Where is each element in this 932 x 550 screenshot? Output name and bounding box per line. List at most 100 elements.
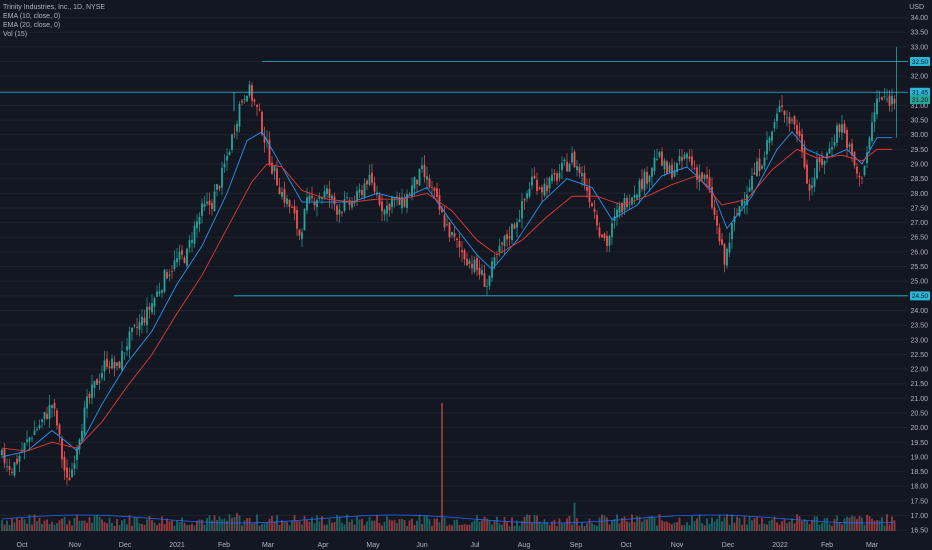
volume-bar bbox=[708, 523, 711, 531]
candle-body bbox=[513, 224, 516, 229]
candle-body bbox=[146, 306, 148, 326]
candle-body bbox=[621, 202, 623, 213]
volume-bar bbox=[676, 521, 678, 531]
volume-bar bbox=[433, 518, 436, 531]
volume-bar bbox=[483, 516, 486, 531]
volume-bar bbox=[271, 516, 273, 531]
volume-bar bbox=[251, 523, 253, 531]
candle-body bbox=[501, 242, 503, 245]
candle-body bbox=[68, 477, 71, 481]
candle-body bbox=[241, 100, 243, 103]
candle-body bbox=[881, 96, 883, 100]
candle-body bbox=[863, 166, 866, 176]
candle-body bbox=[778, 106, 781, 113]
candle-body bbox=[551, 174, 553, 182]
candle-body bbox=[656, 159, 658, 160]
candle-body bbox=[726, 248, 728, 266]
legend-volume[interactable]: Vol (15) bbox=[3, 31, 28, 38]
price-tick-label: 29.50 bbox=[910, 147, 928, 154]
candle-body bbox=[56, 410, 58, 426]
volume-bar bbox=[431, 525, 433, 531]
candle-body bbox=[831, 147, 833, 150]
candle-body bbox=[436, 188, 438, 197]
volume-bar bbox=[671, 524, 673, 531]
candle-body bbox=[721, 239, 723, 245]
volume-bar bbox=[218, 516, 221, 531]
candle-body bbox=[261, 111, 263, 135]
candle-body bbox=[458, 241, 461, 248]
volume-bar bbox=[63, 516, 66, 531]
candle-body bbox=[858, 175, 861, 178]
chart-title[interactable]: Trinity Industries, Inc., 1D, NYSE bbox=[3, 4, 106, 11]
candle-body bbox=[178, 251, 181, 260]
candle-body bbox=[271, 162, 273, 174]
volume-bar bbox=[208, 515, 211, 531]
candle-body bbox=[23, 443, 26, 451]
candle-body bbox=[661, 151, 663, 166]
volume-bar bbox=[751, 520, 753, 531]
candle-body bbox=[758, 158, 761, 171]
volume-bar bbox=[61, 518, 63, 531]
legend-ema20[interactable]: EMA (20, close, 0) bbox=[3, 22, 61, 29]
volume-bar bbox=[246, 518, 248, 531]
candle-body bbox=[573, 151, 576, 168]
volume-bar bbox=[653, 517, 656, 531]
candle-body bbox=[636, 194, 638, 199]
volume-bar bbox=[636, 516, 638, 531]
candle-body bbox=[41, 419, 43, 422]
candle-body bbox=[798, 130, 801, 137]
candle-body bbox=[823, 160, 826, 165]
volume-bar bbox=[176, 520, 178, 531]
volume-bar bbox=[761, 517, 763, 531]
candle-body bbox=[1, 449, 3, 456]
volume-bar bbox=[726, 514, 728, 531]
price-tick-label: 27.50 bbox=[910, 205, 928, 212]
candle-body bbox=[588, 187, 591, 203]
volume-bar bbox=[571, 524, 573, 531]
volume-bar bbox=[673, 522, 676, 531]
volume-bar bbox=[511, 517, 513, 531]
volume-bar bbox=[566, 518, 568, 531]
candle-body bbox=[711, 187, 713, 208]
candle-body bbox=[258, 109, 261, 111]
candle-body bbox=[228, 152, 231, 155]
volume-bar bbox=[363, 524, 366, 531]
volume-bar bbox=[491, 524, 493, 531]
volume-bar bbox=[66, 524, 68, 531]
volume-bar bbox=[628, 522, 631, 531]
horizontal-levels[interactable] bbox=[0, 61, 908, 297]
volume-bar bbox=[458, 524, 461, 531]
candle-body bbox=[466, 258, 468, 266]
volume-bar bbox=[318, 521, 321, 531]
candle-body bbox=[391, 197, 393, 208]
price-tick-label: 30.50 bbox=[910, 118, 928, 125]
candle-body bbox=[796, 124, 798, 135]
candle-body bbox=[138, 322, 141, 330]
candle-body bbox=[66, 467, 68, 478]
candle-body bbox=[311, 195, 313, 199]
candle-body bbox=[121, 350, 123, 370]
volume-bar bbox=[428, 519, 431, 531]
candle-body bbox=[188, 240, 191, 248]
volume-bar bbox=[296, 521, 298, 531]
volume-bar bbox=[86, 522, 88, 531]
volume-bar bbox=[666, 521, 668, 531]
legend-ema10[interactable]: EMA (10, close, 0) bbox=[3, 13, 61, 20]
candle-body bbox=[418, 168, 421, 186]
volume-bar bbox=[108, 517, 111, 531]
time-axis[interactable]: Oct Nov Dec 2021 Feb Mar Apr May Jun Jul Aug Sep Oct… bbox=[17, 542, 879, 549]
volume-bar bbox=[876, 520, 878, 531]
volume-bar bbox=[68, 520, 71, 531]
candle-body bbox=[323, 191, 326, 198]
time-tick-label: 2021 bbox=[169, 542, 185, 549]
volume-bar bbox=[776, 522, 778, 531]
grid bbox=[0, 17, 908, 531]
candle-body bbox=[116, 362, 118, 366]
candle-body bbox=[528, 188, 531, 197]
candle-body bbox=[38, 425, 41, 428]
price-axis[interactable]: 16.50 17.00 17.50 18.00 18.50 19.00 19.50 20.00… bbox=[910, 15, 930, 535]
volume-bar bbox=[768, 520, 771, 531]
volume-bar bbox=[436, 518, 438, 531]
